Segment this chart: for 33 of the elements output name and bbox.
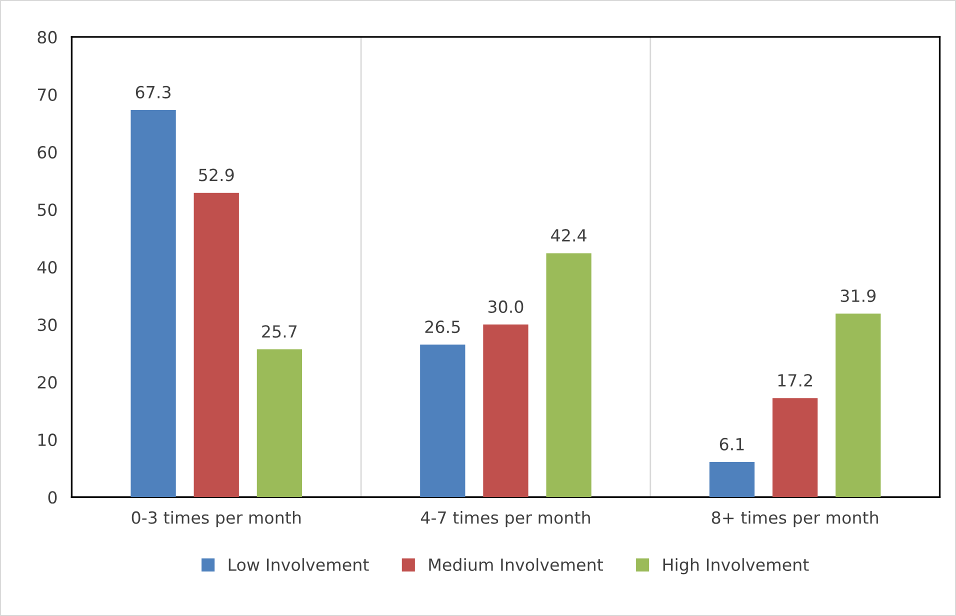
bar — [546, 253, 592, 498]
legend-label: High Involvement — [663, 558, 809, 574]
y-tick-label: 0 — [48, 491, 57, 504]
bar — [483, 324, 528, 498]
bar — [836, 314, 881, 498]
text: 17.2 — [778, 374, 812, 386]
text: 6.1 — [720, 438, 744, 450]
bar — [130, 110, 176, 498]
legend-label: Medium Involvement — [429, 558, 603, 572]
y-tick-label: 40 — [37, 261, 57, 274]
bar — [772, 398, 818, 498]
y-tick-label: 50 — [38, 203, 57, 216]
legend-label: Low Involvement — [228, 558, 369, 572]
y-tick-label: 20 — [38, 376, 57, 389]
x-tick-label: 0-3 times per month — [132, 511, 301, 528]
text: 52.9 — [199, 168, 234, 182]
y-tick-label: 70 — [38, 88, 57, 102]
y-tick-label: 80 — [38, 30, 57, 44]
x-tick-label: 4-7 times per month — [420, 511, 590, 528]
bar — [256, 349, 302, 498]
text: 26.5 — [425, 320, 460, 334]
text: 31.9 — [840, 289, 876, 302]
bar — [420, 344, 466, 498]
x-tick-label: 8+ times per month — [712, 511, 878, 528]
text: 25.7 — [262, 325, 297, 338]
bar — [194, 192, 239, 498]
text: 67.3 — [136, 86, 171, 98]
y-tick-label: 60 — [38, 146, 57, 159]
bar — [709, 462, 755, 498]
text: 42.4 — [551, 229, 586, 242]
y-tick-label: 30 — [38, 318, 57, 332]
y-tick-label: 10 — [38, 434, 57, 446]
text: 30.0 — [488, 300, 524, 313]
